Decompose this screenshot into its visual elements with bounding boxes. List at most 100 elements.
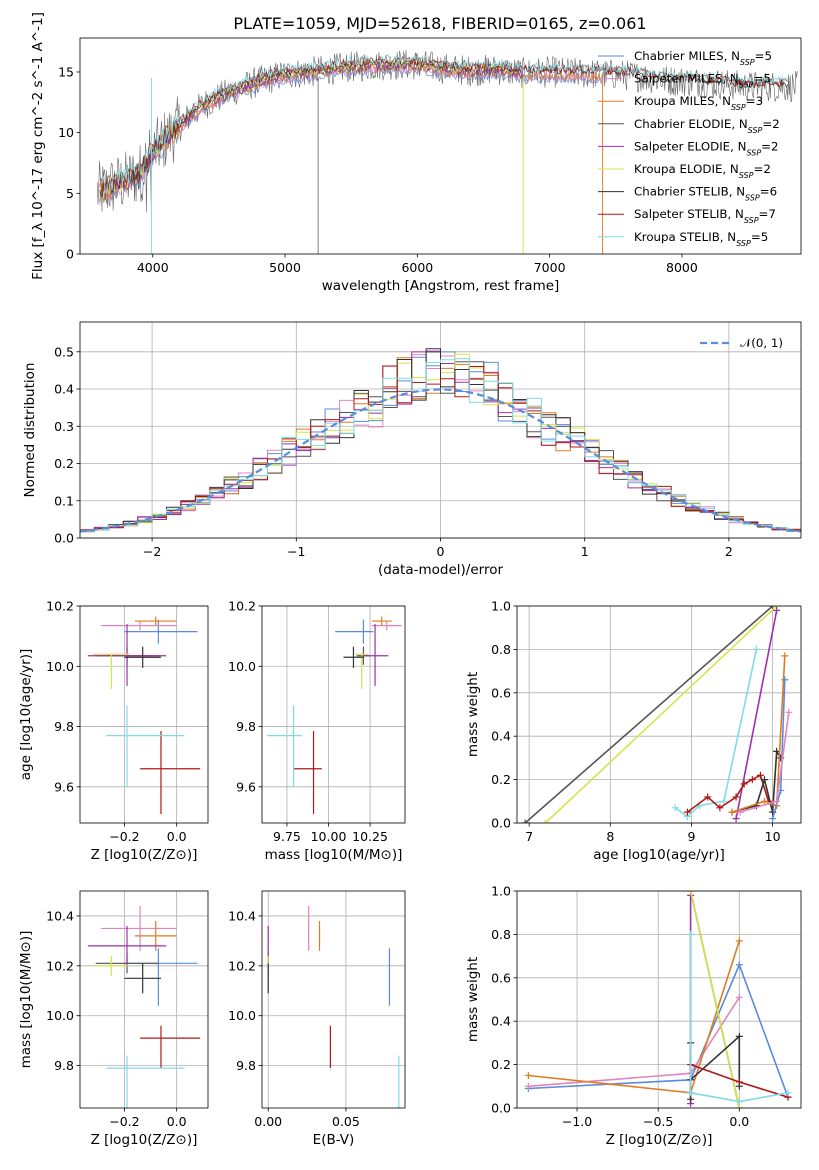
errorbar-point-salpeter-miles [371, 621, 402, 631]
y-axis-label: mass weight [465, 957, 481, 1042]
weight-marker [756, 771, 764, 779]
y-tick-label: 10.2 [46, 599, 74, 614]
axes-frame [79, 37, 802, 255]
y-axis-label: Flux [f_λ 10^-17 erg cm^-2 s^-1 A^-1] [30, 12, 46, 280]
y-tick-label: 0.1 [54, 493, 74, 508]
y-tick-label: 1.0 [491, 599, 511, 614]
errorbar-point-chabrier-miles [124, 948, 198, 1006]
x-tick-label: 2 [725, 544, 733, 559]
plot-area [87, 905, 201, 1108]
errorbar-point-kroupa-miles [371, 616, 392, 626]
weight-line-kroupa-miles [731, 655, 786, 813]
y-tick-label: 0.3 [54, 419, 74, 434]
legend-label: 𝒩(0, 1) [740, 336, 783, 350]
model-line-chabrier-miles [99, 65, 603, 204]
y-tick-label: 10.4 [228, 908, 256, 923]
weight-marker [735, 993, 743, 1001]
weight-line-kroupa-elodie [544, 606, 778, 823]
y-tick-label: 5 [66, 186, 74, 201]
y-tick-label: 0.0 [491, 1101, 511, 1116]
errorbar-point-chabrier-miles [124, 619, 198, 644]
x-tick-label: −2 [143, 544, 161, 559]
errorbar-point-kroupa-elodie [355, 653, 369, 689]
x-tick-label: 9.75 [273, 829, 301, 844]
weight-marker [704, 793, 712, 801]
legend-label: Kroupa MILES, NSSP=3 [634, 94, 763, 112]
model-line-salpeter-miles [99, 63, 603, 206]
plot-area [266, 616, 402, 814]
axes-frame [79, 321, 802, 539]
axes-frame [516, 605, 802, 824]
x-tick-label: 10 [765, 829, 781, 844]
panel-spectrum: 4000 5000 6000 7000 8000 0 5 10 15 wavelength [An… [30, 12, 802, 294]
errorbar-point-chabrier-miles [335, 619, 374, 644]
weight-marker [781, 652, 789, 660]
panel-weight_vs_Z: −1.0 −0.5 0.0 0.0 0.2 0.4 0.6 0.8 1.0 Z [log10(Z/… [465, 884, 802, 1148]
x-axis-label: wavelength [Angstrom, rest frame] [322, 278, 560, 294]
x-tick-label: −0.2 [109, 829, 139, 844]
y-tick-label: 0.4 [491, 1014, 511, 1029]
weight-marker [752, 645, 760, 653]
legend: 𝒩(0, 1) [700, 336, 783, 350]
y-axis-label: mass [log10(M/M⊙)] [18, 931, 34, 1069]
errorbar-point-salpeter-stelib [140, 1025, 201, 1069]
x-tick-label: 0 [437, 544, 445, 559]
x-tick-label: −1.0 [562, 1114, 592, 1129]
weight-line-kroupa-stelib [674, 649, 758, 818]
y-tick-label: 1.0 [491, 884, 511, 899]
weight-marker [760, 797, 768, 805]
y-tick-label: 10.2 [228, 958, 256, 973]
legend-label: Salpeter MILES, NSSP=5 [634, 72, 771, 90]
panel-weight_vs_age: 7 8 9 10 0.0 0.2 0.4 0.6 0.8 1.0 age [log10(age/yr… [465, 599, 802, 863]
errorbar-point-chabrier-stelib [124, 963, 161, 994]
axes-frame [79, 605, 209, 824]
plot-area [87, 616, 201, 814]
legend: Chabrier MILES, NSSP=5 Salpeter MILES, NS… [598, 49, 780, 247]
errorbar-point-kroupa-elodie [93, 653, 130, 689]
x-tick-label: −0.2 [109, 1114, 139, 1129]
weight-marker [769, 606, 777, 610]
model-line-salpeter-elodie [99, 60, 524, 197]
errorbar-point-salpeter-miles [100, 621, 177, 631]
weight-marker [687, 1095, 695, 1103]
x-tick-label: 0.0 [167, 1114, 187, 1129]
y-tick-label: 10.0 [228, 659, 256, 674]
weight-marker [781, 676, 789, 684]
y-tick-label: 9.6 [54, 779, 74, 794]
errorbar-point-kroupa-stelib [266, 705, 302, 787]
weight-marker [773, 797, 781, 805]
errorbar-point-kroupa-stelib [106, 705, 185, 787]
weight-marker [760, 776, 768, 784]
y-tick-label: 0.0 [54, 531, 74, 546]
x-tick-label: 0.05 [332, 1114, 360, 1129]
y-tick-label: 15 [58, 64, 74, 79]
y-axis-label: Normed distribution [22, 363, 38, 498]
weight-marker [748, 776, 756, 784]
x-tick-label: −0.5 [643, 1114, 673, 1129]
errorbar-point-salpeter-miles [100, 905, 177, 951]
legend-label: Chabrier MILES, NSSP=5 [634, 49, 772, 67]
y-tick-label: 10.2 [46, 958, 74, 973]
y-tick-label: 0.4 [54, 382, 74, 397]
errorbar-point-kroupa-stelib [106, 1055, 185, 1108]
weight-line-chabrier-elodie [524, 606, 774, 823]
y-tick-label: 9.8 [236, 1058, 256, 1073]
y-tick-label: 0.5 [54, 344, 74, 359]
weight-line-salpeter-stelib [686, 774, 770, 813]
errorbar-point-salpeter-elodie [87, 624, 167, 686]
axes-frame [516, 890, 802, 1109]
x-axis-label: Z [log10(Z/Z⊙)] [606, 1132, 713, 1148]
panel-mass_vs_Z: −0.2 0.0 9.8 10.0 10.2 10.4 Z [log10(Z/Z⊙)] mas… [18, 890, 209, 1148]
y-tick-label: 10 [58, 125, 74, 140]
y-tick-label: 9.8 [54, 1058, 74, 1073]
weight-marker [784, 1089, 792, 1097]
plot-area [524, 891, 792, 1108]
errorbar-point-chabrier-stelib [124, 646, 161, 668]
y-tick-label: 0.0 [491, 816, 511, 831]
plot-area [267, 905, 400, 1108]
weight-marker [521, 819, 529, 823]
legend-label: Salpeter ELODIE, NSSP=2 [634, 139, 779, 157]
axes-frame [79, 890, 209, 1109]
plot-area [521, 606, 793, 823]
y-tick-label: 10.2 [228, 599, 256, 614]
